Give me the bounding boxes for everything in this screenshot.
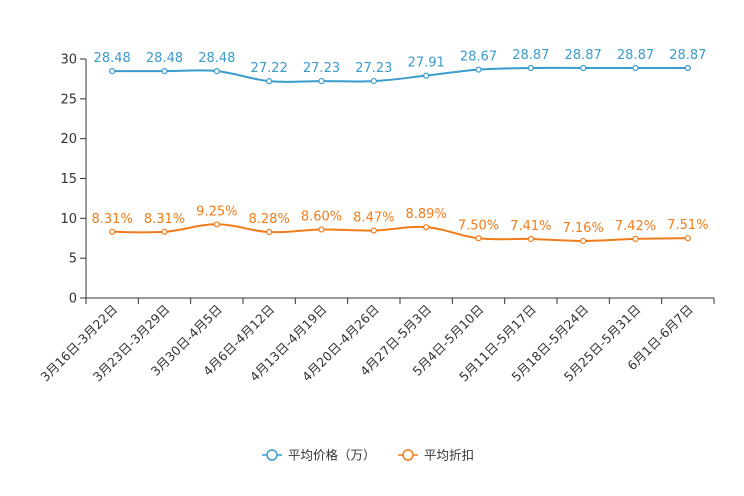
series-1-point: [109, 68, 116, 75]
series-2-data-label: 7.50%: [458, 218, 499, 233]
series-1-point: [632, 64, 639, 72]
series-1-data-label: 28.67: [460, 50, 497, 65]
y-tick-label: 20: [60, 132, 77, 147]
y-tick-label: 15: [60, 172, 77, 187]
series-2-data-label: 7.41%: [510, 219, 551, 234]
series-2-point: [423, 224, 430, 231]
series-2-point: [527, 235, 534, 243]
series-2-point: [475, 235, 482, 242]
series-1-data-label: 27.23: [303, 61, 340, 76]
series-2-point: [213, 221, 220, 228]
series-2-point: [684, 235, 691, 242]
series-1-point: [527, 64, 534, 72]
series-2-data-label: 7.51%: [667, 218, 708, 233]
series-1-data-label: 28.87: [512, 48, 549, 63]
series-1-point: [161, 68, 168, 75]
y-tick-label: 0: [69, 292, 77, 307]
series-1-point: [266, 78, 273, 85]
series-1-data-label: 28.48: [198, 51, 235, 66]
series-1-point: [213, 68, 220, 75]
series-1-data-label: 28.87: [669, 48, 706, 63]
series-2-data-label: 8.60%: [301, 209, 342, 224]
series-2-point: [580, 237, 587, 245]
series-1-point: [370, 77, 377, 85]
series-line-1: [112, 66, 688, 83]
y-tick-label: 5: [69, 252, 77, 267]
series-1-data-label: 28.48: [94, 51, 131, 66]
series-1-point: [580, 64, 587, 72]
series-2-data-label: 8.28%: [249, 212, 290, 227]
series-2-point: [318, 226, 325, 233]
legend-label-1[interactable]: 平均价格（万）: [288, 448, 376, 463]
series-2-point: [266, 228, 273, 236]
series-1-data-label: 27.91: [408, 56, 445, 71]
series-2-data-label: 8.31%: [144, 212, 185, 227]
series-1-point: [475, 66, 482, 73]
series-2-point: [632, 235, 639, 242]
series-2-point: [109, 228, 116, 235]
series-2-data-label: 7.16%: [563, 221, 604, 236]
y-tick-label: 30: [60, 53, 77, 68]
series-1-data-label: 27.22: [251, 61, 288, 76]
series-2-data-label: 8.89%: [406, 207, 447, 222]
series-2-point: [161, 228, 168, 235]
y-tick-label: 25: [60, 92, 77, 107]
series-2-data-label: 7.42%: [615, 219, 656, 234]
series-2-data-label: 9.25%: [196, 204, 237, 219]
series-2-data-label: 8.31%: [92, 212, 133, 227]
series-1-point: [684, 64, 691, 72]
series-1-data-label: 28.87: [565, 48, 602, 63]
series-line-2: [112, 223, 688, 242]
y-tick-label: 10: [60, 212, 77, 227]
series-1-point: [423, 72, 430, 79]
series-1-data-label: 28.87: [617, 48, 654, 63]
legend-label-2[interactable]: 平均折扣: [424, 448, 474, 463]
series-1-point: [318, 77, 325, 85]
legend-marker-2: [402, 449, 414, 461]
series-1-data-label: 27.23: [355, 61, 392, 76]
legend-marker-1: [266, 449, 278, 461]
series-2-point: [370, 227, 377, 234]
series-2-data-label: 8.47%: [353, 211, 394, 226]
series-1-data-label: 28.48: [146, 51, 183, 66]
